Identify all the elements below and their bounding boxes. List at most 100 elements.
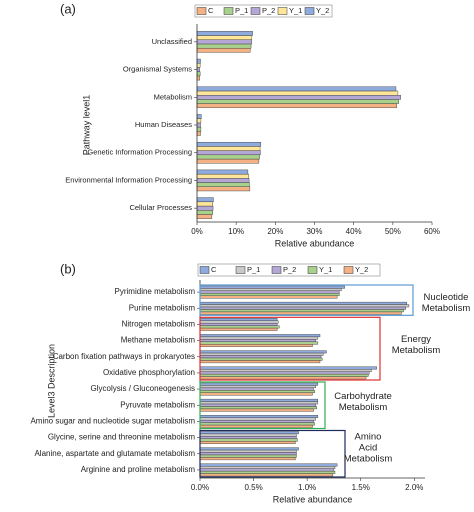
legend-swatch xyxy=(235,266,246,274)
bar xyxy=(199,466,336,469)
bar xyxy=(199,398,319,402)
panel-label: (b) xyxy=(60,261,76,276)
bar xyxy=(199,285,345,289)
y-tick-label: Alanine, aspartate and glutamate metabol… xyxy=(34,449,195,458)
y-axis-label: Pathway level1 xyxy=(81,95,91,156)
bar xyxy=(196,210,213,215)
y-tick-label: Cellular Processes xyxy=(129,203,192,212)
bar xyxy=(196,158,260,164)
bar xyxy=(196,47,251,53)
bar xyxy=(199,390,315,393)
bar xyxy=(199,424,313,428)
x-tick-label: 50% xyxy=(385,227,401,236)
bar xyxy=(196,75,200,81)
group-label: Metabolism xyxy=(344,454,393,465)
bar xyxy=(196,141,262,147)
bar xyxy=(199,352,324,356)
bar xyxy=(199,369,372,372)
y-axis-label: Level3 Description xyxy=(46,344,56,418)
bar xyxy=(199,457,296,461)
legend-label: C xyxy=(208,6,214,15)
bar xyxy=(199,433,297,437)
group-box xyxy=(199,316,381,381)
y-tick-label: Pyruvate metabolism xyxy=(120,400,195,409)
legend-label: P_2 xyxy=(262,6,275,15)
legend-swatch xyxy=(271,266,282,274)
group-label: Carbohydrate xyxy=(334,391,392,402)
legend-label: Y_1 xyxy=(319,265,332,274)
bar xyxy=(199,463,338,467)
bar xyxy=(199,366,377,370)
bar xyxy=(196,58,201,64)
group-label: Acid xyxy=(359,443,377,454)
bar xyxy=(196,173,249,179)
bar xyxy=(199,341,319,345)
bar xyxy=(196,114,202,119)
x-axis-label: Relative abundance xyxy=(275,238,355,248)
legend-swatch xyxy=(307,266,318,274)
bar xyxy=(199,376,367,380)
bar xyxy=(199,387,314,391)
bar xyxy=(196,178,250,183)
y-tick-label: Unclassified xyxy=(152,37,192,46)
legend-swatch xyxy=(277,7,288,15)
group-label: Amino xyxy=(355,432,382,443)
bar xyxy=(199,344,313,347)
y-tick-label: Organismal Systems xyxy=(123,65,192,74)
bar xyxy=(199,385,316,389)
group-label: Metabolism xyxy=(422,303,471,314)
bar xyxy=(196,205,214,211)
bar xyxy=(199,320,279,324)
bar xyxy=(196,122,201,128)
bar xyxy=(196,197,214,203)
bar xyxy=(196,214,213,219)
bar xyxy=(196,71,201,77)
bar xyxy=(199,355,322,359)
bar xyxy=(196,31,253,36)
bar xyxy=(196,35,252,40)
legend-label: P_1 xyxy=(247,265,260,274)
x-tick-label: 40% xyxy=(346,227,362,236)
y-tick-label: Glycine, serine and threonine metabolism xyxy=(48,433,196,442)
bar xyxy=(199,468,335,472)
y-tick-label: Glycolysis / Gluconeogenesis xyxy=(91,384,196,393)
bar xyxy=(196,86,397,92)
bar xyxy=(199,293,340,296)
bar xyxy=(199,311,402,315)
legend-label: C xyxy=(211,265,217,274)
legend-label: Y_1 xyxy=(289,6,302,15)
bar xyxy=(199,441,296,444)
bar xyxy=(199,403,316,407)
bar xyxy=(199,436,297,440)
bar xyxy=(196,131,201,136)
legend-swatch xyxy=(223,7,234,15)
bar xyxy=(199,350,327,354)
bar xyxy=(199,447,299,451)
bar xyxy=(199,304,410,308)
y-tick-label: Metabolism xyxy=(154,92,192,101)
y-tick-label: Oxidative phosphorylation xyxy=(103,368,195,377)
x-tick-label: 60% xyxy=(424,227,440,236)
bar xyxy=(199,290,340,294)
bar xyxy=(199,371,370,375)
legend-label: P_2 xyxy=(283,265,296,274)
bar xyxy=(199,373,369,377)
legend-swatch xyxy=(343,266,354,274)
bar xyxy=(199,454,297,458)
group-box xyxy=(199,381,326,430)
legend-swatch xyxy=(199,266,210,274)
bar xyxy=(199,408,314,412)
x-tick-label: 1.0% xyxy=(298,483,316,492)
bar xyxy=(199,406,317,410)
bar xyxy=(199,473,334,477)
legend-swatch xyxy=(196,7,207,15)
bar xyxy=(196,90,399,96)
y-tick-label: Purine metabolism xyxy=(129,303,196,312)
group-box xyxy=(199,284,414,316)
bar xyxy=(199,438,298,442)
bar xyxy=(199,401,319,405)
bar xyxy=(199,360,321,364)
bar xyxy=(196,67,200,72)
bar xyxy=(199,392,313,396)
